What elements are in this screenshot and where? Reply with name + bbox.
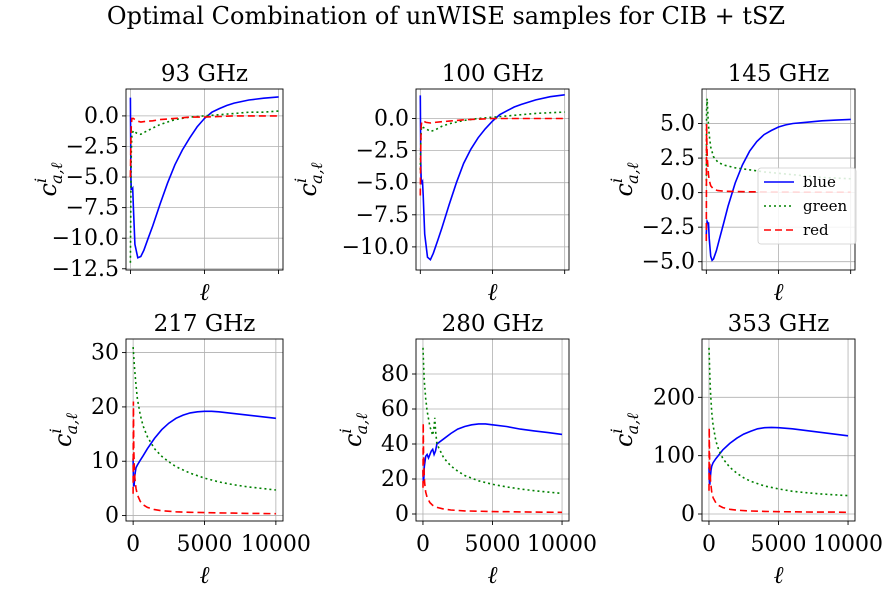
x-tick-label: 10000 bbox=[813, 532, 883, 557]
series-line-red bbox=[129, 115, 279, 178]
x-axis-label: ℓ bbox=[774, 278, 784, 306]
y-tick-label: 0.0 bbox=[374, 107, 409, 132]
series-line-green bbox=[708, 347, 849, 497]
series-line-green bbox=[419, 111, 565, 170]
x-axis-label: ℓ bbox=[488, 561, 498, 589]
x-tick-label: 10000 bbox=[241, 532, 311, 557]
legend: blue green red bbox=[757, 167, 857, 245]
y-tick-label: 80 bbox=[381, 362, 409, 387]
y-tick-label: 40 bbox=[381, 432, 409, 457]
y-tick-label: 2.5 bbox=[660, 146, 695, 171]
subplot-title: 93 GHz bbox=[161, 61, 248, 87]
x-axis-label: ℓ bbox=[774, 561, 784, 589]
subplot-4: 0 5000 10000 0 10 20 30 217 GHz ℓ cia,ℓ bbox=[46, 311, 311, 589]
y-tick-label: −2.5 bbox=[356, 139, 409, 164]
x-tick-label: 5000 bbox=[751, 532, 807, 557]
legend-box bbox=[757, 167, 857, 245]
x-tick-label: 0 bbox=[702, 532, 716, 557]
subplot-title: 145 GHz bbox=[728, 61, 830, 87]
y-axis-label: cia,ℓ bbox=[336, 413, 371, 447]
legend-label-blue: blue bbox=[803, 173, 836, 191]
y-tick-label: 60 bbox=[381, 397, 409, 422]
y-tick-label: 5.0 bbox=[660, 112, 695, 137]
x-axis-label: ℓ bbox=[200, 278, 210, 306]
x-tick-label: 10000 bbox=[527, 532, 597, 557]
y-tick-label: −12.5 bbox=[52, 257, 119, 282]
x-tick-label: 0 bbox=[416, 532, 430, 557]
y-axis-label: cia,ℓ bbox=[607, 413, 642, 447]
y-tick-label: 0 bbox=[681, 502, 695, 527]
y-tick-label: 20 bbox=[91, 395, 119, 420]
series-line-blue bbox=[129, 96, 279, 259]
y-tick-label: −2.5 bbox=[642, 215, 695, 240]
series-line-red bbox=[708, 427, 849, 514]
series-line-green bbox=[705, 98, 851, 186]
y-tick-label: 20 bbox=[381, 467, 409, 492]
x-tick-label: 5000 bbox=[177, 532, 233, 557]
series-line-red bbox=[419, 117, 565, 196]
subplot-2: −10.0 −7.5 −5.0 −2.5 0.0 100 GHz ℓ cia,ℓ bbox=[291, 61, 570, 306]
series-line-green bbox=[132, 347, 276, 491]
subplot-title: 353 GHz bbox=[728, 311, 830, 337]
series-line-red bbox=[132, 401, 276, 515]
y-tick-label: 100 bbox=[653, 444, 695, 469]
series-line-red bbox=[422, 422, 563, 514]
series-line-blue bbox=[419, 94, 565, 262]
y-tick-label: −5.0 bbox=[642, 250, 695, 275]
x-tick-label: 0 bbox=[126, 532, 140, 557]
subplot-3: −5.0 −2.5 0.0 2.5 5.0 145 GHz ℓ cia,ℓ blue green r… bbox=[607, 61, 857, 306]
legend-label-red: red bbox=[803, 221, 829, 239]
figure-suptitle: Optimal Combination of unWISE samples fo… bbox=[106, 2, 786, 30]
y-axis-label: cia,ℓ bbox=[291, 162, 326, 196]
y-tick-label: −7.5 bbox=[66, 196, 119, 221]
y-tick-label: −10.0 bbox=[342, 235, 409, 260]
series-line-blue bbox=[708, 426, 849, 485]
series-line-green bbox=[422, 347, 563, 495]
subplot-5: 0 5000 10000 0 20 40 60 80 280 GHz ℓ cia,ℓ bbox=[336, 311, 597, 589]
y-tick-label: 200 bbox=[653, 385, 695, 410]
y-axis-label: cia,ℓ bbox=[607, 162, 642, 196]
y-tick-label: −5.0 bbox=[356, 171, 409, 196]
series-line-green bbox=[129, 110, 279, 263]
y-tick-label: 0 bbox=[105, 504, 119, 529]
y-axis-label: cia,ℓ bbox=[46, 413, 81, 447]
y-tick-label: −5.0 bbox=[66, 165, 119, 190]
subplot-6: 0 5000 10000 0 100 200 353 GHz ℓ cia,ℓ bbox=[607, 311, 883, 589]
series-line-blue bbox=[422, 423, 563, 483]
subplot-title: 217 GHz bbox=[154, 311, 256, 337]
x-axis-label: ℓ bbox=[200, 561, 210, 589]
subplot-1: −12.5 −10.0 −7.5 −5.0 −2.5 0.0 93 GHz ℓ cia,ℓ bbox=[31, 61, 284, 306]
legend-label-green: green bbox=[803, 197, 848, 215]
x-axis-label: ℓ bbox=[488, 278, 498, 306]
y-tick-label: 0 bbox=[395, 502, 409, 527]
y-axis-label: cia,ℓ bbox=[31, 162, 66, 196]
y-tick-label: 0.0 bbox=[84, 104, 119, 129]
subplot-title: 280 GHz bbox=[442, 311, 544, 337]
y-tick-label: −2.5 bbox=[66, 134, 119, 159]
y-tick-label: 30 bbox=[91, 341, 119, 366]
y-tick-label: −10.0 bbox=[52, 226, 119, 251]
subplot-title: 100 GHz bbox=[442, 61, 544, 87]
y-tick-label: 0.0 bbox=[660, 181, 695, 206]
series-line-blue bbox=[705, 118, 851, 262]
y-tick-label: −7.5 bbox=[356, 203, 409, 228]
y-tick-label: 10 bbox=[91, 449, 119, 474]
x-tick-label: 5000 bbox=[465, 532, 521, 557]
